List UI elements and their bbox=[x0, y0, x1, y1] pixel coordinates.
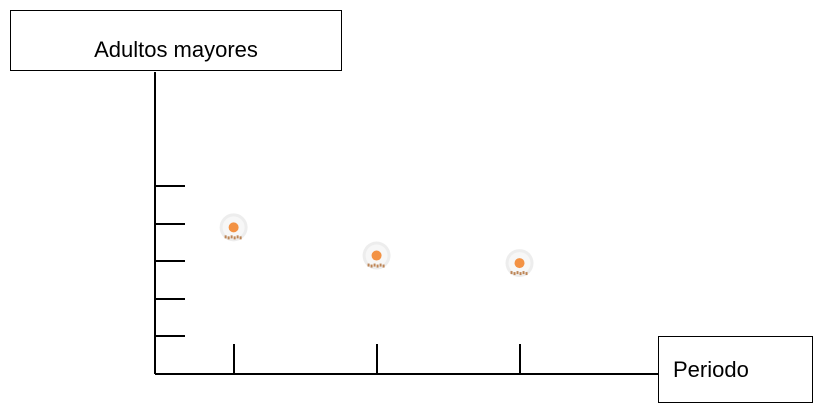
data-point-speckle bbox=[519, 272, 522, 276]
data-point bbox=[505, 249, 534, 278]
data-point-speckle bbox=[370, 264, 373, 268]
data-point-speckle bbox=[230, 235, 233, 239]
data-point-speckle bbox=[525, 272, 528, 276]
data-point-speckle bbox=[513, 272, 516, 276]
data-point bbox=[219, 213, 248, 242]
axes bbox=[154, 72, 660, 375]
data-point-speckle bbox=[379, 263, 382, 267]
data-point-speckle bbox=[522, 271, 525, 275]
data-point-marker bbox=[228, 222, 239, 233]
data-point-speckle bbox=[367, 263, 370, 267]
data-point-speckle bbox=[516, 271, 519, 275]
data-point-speckle bbox=[382, 264, 385, 268]
data-point bbox=[362, 241, 391, 270]
data-point-speckle bbox=[373, 263, 376, 267]
data-point-speckle bbox=[239, 236, 242, 240]
data-point-speckle bbox=[236, 235, 239, 239]
y-axis-title: Adultos mayores bbox=[10, 10, 342, 71]
data-point-speckle bbox=[227, 236, 230, 240]
data-point-speckle bbox=[376, 264, 379, 268]
data-points bbox=[219, 213, 534, 278]
data-point-marker bbox=[371, 250, 382, 261]
data-point-speckle bbox=[224, 235, 227, 239]
data-point-marker bbox=[514, 258, 525, 269]
data-point-speckle bbox=[510, 271, 513, 275]
data-point-speckle bbox=[233, 236, 236, 240]
x-axis-title: Periodo bbox=[658, 336, 813, 403]
